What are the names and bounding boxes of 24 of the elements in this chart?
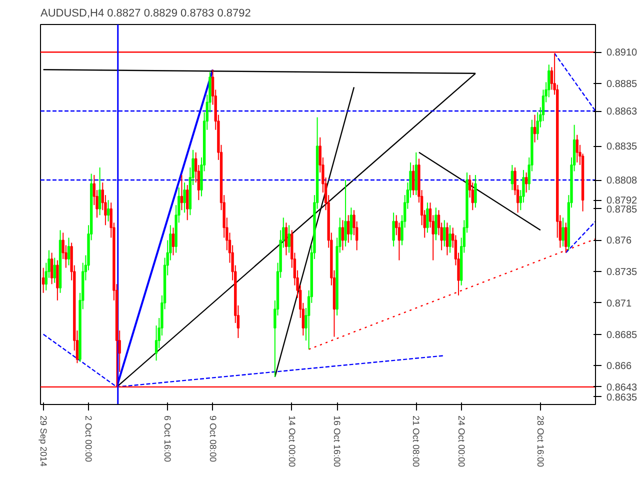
- x-tick-label: 16 Oct 16:00: [332, 416, 342, 468]
- ref-line-label: 0.8863: [606, 106, 638, 118]
- x-tick-label: 21 Oct 08:00: [411, 416, 422, 468]
- x-tick-label: 6 Oct 16:00: [162, 416, 173, 462]
- y-tick-label: 0.8792: [606, 196, 638, 207]
- y-tick-label: 0.876: [606, 236, 632, 247]
- y-tick-label: 0.8735: [606, 267, 638, 278]
- y-tick-label: 0.8685: [606, 330, 638, 341]
- y-tick-label: 0.866: [606, 361, 632, 372]
- x-tick-label: 9 Oct 08:00: [208, 416, 218, 462]
- ref-line-label: 0.8910: [606, 48, 638, 59]
- x-tick-label: 14 Oct 00:00: [286, 416, 297, 468]
- ref-line-label: 0.8808: [606, 176, 638, 187]
- x-tick-label: 28 Oct 16:00: [535, 416, 546, 468]
- ref-line-label: 0.8643: [606, 382, 638, 394]
- chart-title: AUDUSD,H4 0.8827 0.8829 0.8783 0.8792: [40, 8, 251, 20]
- x-tick-label: 2 Oct 00:00: [84, 416, 94, 462]
- x-tick-label: 24 Oct 00:00: [456, 416, 466, 468]
- y-tick-label: 0.8885: [606, 78, 638, 90]
- y-tick-label: 0.871: [606, 298, 632, 310]
- y-tick-label: 0.8835: [606, 142, 638, 153]
- x-tick-label: 29 Sep 2014: [38, 416, 48, 467]
- y-tick-label: 0.8785: [606, 204, 638, 216]
- y-tick-label: 0.8635: [606, 392, 638, 404]
